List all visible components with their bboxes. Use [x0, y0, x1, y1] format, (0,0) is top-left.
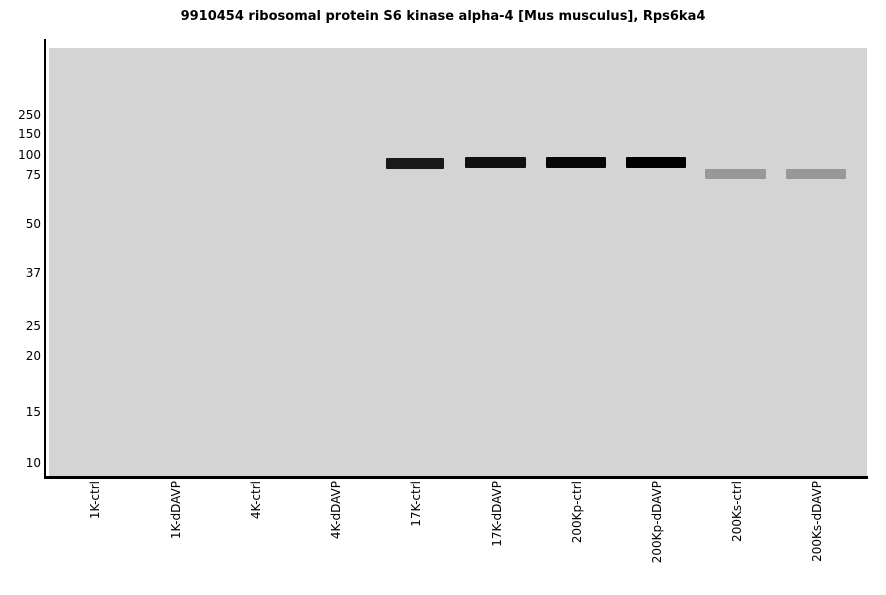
band	[386, 158, 444, 169]
lane-label: 1K-dDAVP	[169, 481, 183, 540]
figure-title: 9910454 ribosomal protein S6 kinase alph…	[180, 9, 706, 24]
y-axis-spine	[44, 39, 46, 477]
lane-label: 200Ks-dDAVP	[810, 481, 824, 562]
mw-marker-label: 100	[18, 148, 41, 162]
gel-area	[49, 48, 867, 477]
band	[626, 157, 686, 168]
mw-marker-label: 250	[18, 108, 41, 122]
mw-marker-label: 150	[18, 127, 41, 141]
band	[786, 169, 846, 179]
lane-label: 200Kp-ctrl	[570, 481, 584, 544]
lane-label: 200Kp-dDAVP	[650, 481, 664, 564]
lane-label: 1K-ctrl	[88, 481, 102, 520]
mw-marker-label: 37	[25, 266, 41, 280]
mw-marker-label: 20	[25, 349, 41, 363]
mw-marker-label: 50	[25, 217, 41, 231]
mw-marker-label: 75	[25, 168, 41, 182]
lane-label: 200Ks-ctrl	[730, 481, 744, 542]
x-axis-spine	[44, 476, 868, 479]
band	[546, 157, 606, 168]
mw-marker-label: 15	[25, 405, 41, 419]
mw-marker-label: 25	[25, 319, 41, 333]
band	[705, 169, 766, 179]
lane-label: 17K-ctrl	[409, 481, 423, 527]
lane-label: 17K-dDAVP	[490, 481, 504, 547]
lane-label: 4K-dDAVP	[329, 481, 343, 540]
lane-label: 4K-ctrl	[249, 481, 263, 520]
mw-marker-label: 10	[25, 456, 41, 470]
band	[465, 157, 526, 168]
